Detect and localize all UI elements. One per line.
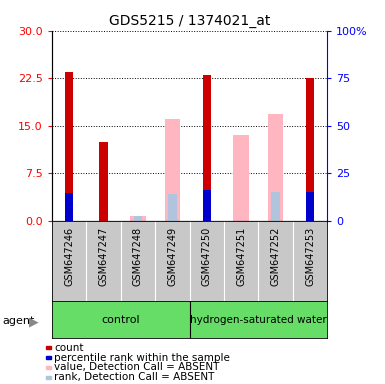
Text: GSM647246: GSM647246: [64, 227, 74, 286]
Bar: [165, 119, 180, 221]
Text: count: count: [55, 343, 84, 353]
Bar: [306, 78, 314, 221]
Bar: [134, 216, 142, 221]
Text: GSM647249: GSM647249: [167, 227, 177, 286]
Text: hydrogen-saturated water: hydrogen-saturated water: [190, 314, 327, 325]
Bar: [233, 135, 249, 221]
Text: GSM647251: GSM647251: [236, 227, 246, 286]
Bar: [130, 216, 146, 221]
Bar: [168, 194, 177, 221]
Text: rank, Detection Call = ABSENT: rank, Detection Call = ABSENT: [55, 372, 215, 382]
Text: percentile rank within the sample: percentile rank within the sample: [55, 353, 230, 362]
Text: agent: agent: [2, 316, 34, 326]
Text: GSM647248: GSM647248: [133, 227, 143, 286]
Text: value, Detection Call = ABSENT: value, Detection Call = ABSENT: [55, 362, 220, 372]
Bar: [203, 190, 211, 221]
Text: ▶: ▶: [29, 315, 38, 328]
Text: GSM647253: GSM647253: [305, 227, 315, 286]
Bar: [203, 75, 211, 221]
Bar: [271, 192, 280, 221]
Bar: [99, 142, 108, 221]
Text: GSM647247: GSM647247: [99, 227, 109, 286]
Text: GSM647250: GSM647250: [202, 227, 212, 286]
Bar: [306, 192, 314, 221]
Bar: [65, 72, 74, 221]
Title: GDS5215 / 1374021_at: GDS5215 / 1374021_at: [109, 14, 270, 28]
Bar: [268, 114, 283, 221]
Text: control: control: [102, 314, 140, 325]
Bar: [65, 193, 74, 221]
Text: GSM647252: GSM647252: [271, 227, 281, 286]
